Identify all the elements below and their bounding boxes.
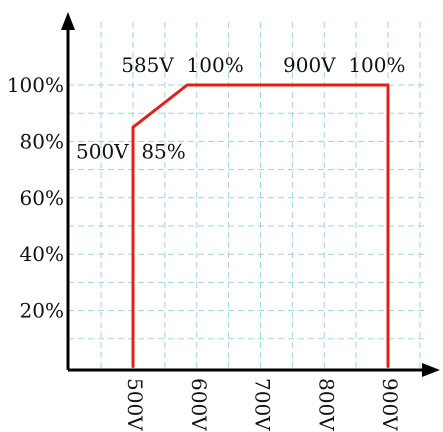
x-tick-label: 700V: [251, 378, 275, 431]
y-tick-label: 60%: [20, 186, 64, 210]
x-tick-label: 500V: [123, 378, 147, 431]
y-tick-label: 20%: [20, 299, 64, 323]
data-point: [131, 126, 135, 129]
x-tick-label: 900V: [378, 378, 402, 431]
data-point: [131, 365, 135, 369]
data-point: [386, 83, 390, 87]
x-tick-label: 600V: [187, 378, 211, 431]
data-point: [386, 365, 390, 369]
data-label: 900V 100%: [283, 53, 406, 77]
y-tick-label: 100%: [7, 73, 64, 97]
y-tick-label: 40%: [20, 242, 64, 266]
y-axis-arrow-icon: [61, 12, 75, 30]
data-label: 585V 100%: [121, 53, 244, 77]
data-label: 500V 85%: [76, 139, 186, 163]
x-axis-arrow-icon: [422, 363, 440, 377]
x-tick-label: 800V: [314, 378, 338, 431]
data-point: [185, 83, 189, 87]
y-tick-label: 80%: [20, 129, 64, 153]
